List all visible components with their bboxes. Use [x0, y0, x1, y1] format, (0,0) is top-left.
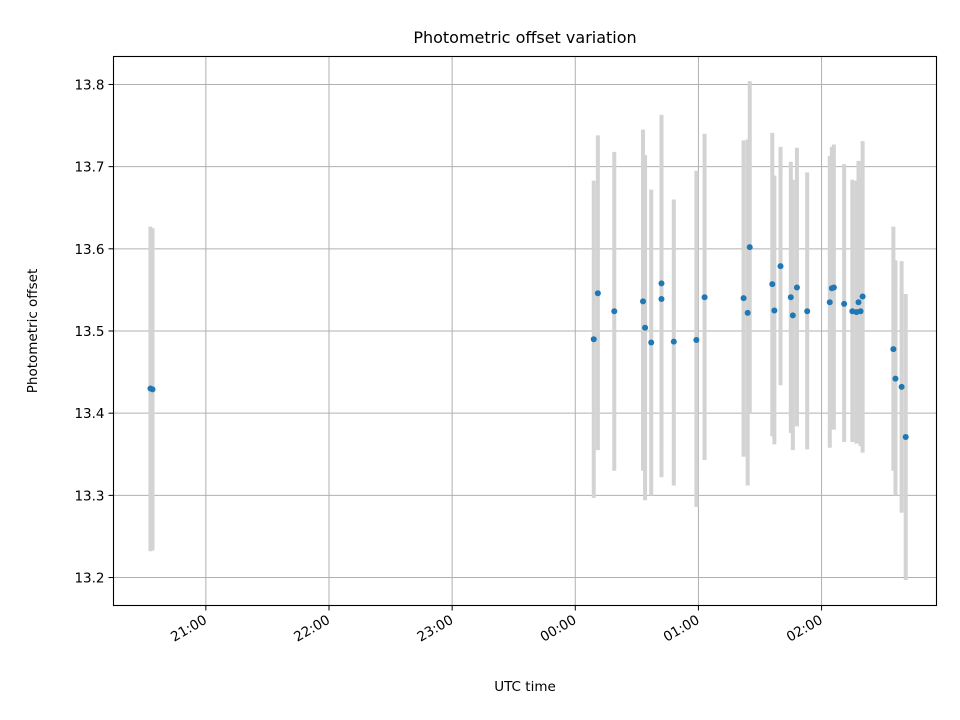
data-point — [590, 336, 597, 343]
data-point — [830, 284, 837, 291]
y-tick-label: 13.6 — [74, 242, 104, 258]
y-axis-ticks: 13.2 13.3 13.4 13.5 13.6 13.7 13.8 — [74, 77, 114, 587]
data-point — [149, 386, 156, 393]
data-point — [855, 299, 862, 306]
data-point — [594, 290, 601, 297]
y-tick-label: 13.2 — [74, 571, 104, 587]
data-point — [793, 284, 800, 291]
data-point — [771, 307, 778, 314]
y-axis-label: Photometric offset — [25, 269, 41, 393]
data-point — [902, 434, 909, 441]
data-point — [892, 375, 899, 382]
data-point — [777, 263, 784, 270]
data-point — [642, 324, 649, 331]
data-point — [804, 308, 811, 315]
chart-title: Photometric offset variation — [413, 28, 636, 47]
x-axis-label: UTC time — [494, 679, 556, 695]
y-tick-label: 13.7 — [74, 160, 104, 176]
data-point — [693, 337, 700, 344]
y-tick-label: 13.8 — [74, 77, 104, 93]
y-tick-label: 13.4 — [74, 406, 104, 422]
data-point — [789, 312, 796, 319]
data-point — [898, 383, 905, 390]
data-point — [611, 308, 618, 315]
data-point — [658, 295, 665, 302]
data-point — [740, 295, 747, 302]
y-tick-label: 13.5 — [74, 324, 104, 340]
data-point — [640, 298, 647, 305]
data-point — [744, 309, 751, 316]
data-point — [769, 281, 776, 288]
data-point — [841, 300, 848, 307]
data-point — [857, 308, 864, 315]
data-point — [746, 244, 753, 251]
data-point — [859, 293, 866, 300]
data-point — [890, 346, 897, 353]
data-point — [787, 294, 794, 301]
marker-layer — [147, 244, 909, 441]
data-point — [670, 338, 677, 345]
data-point — [648, 339, 655, 346]
y-tick-label: 13.3 — [74, 488, 104, 504]
grid-layer — [113, 56, 937, 606]
data-point — [658, 280, 665, 287]
data-point — [701, 294, 708, 301]
data-point — [826, 299, 833, 306]
